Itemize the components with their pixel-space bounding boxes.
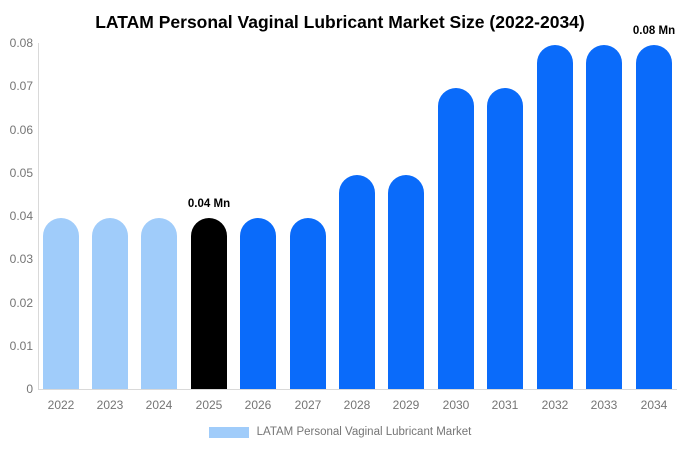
x-tick-label: 2034 bbox=[640, 398, 668, 412]
bar-2022[interactable] bbox=[43, 218, 79, 389]
legend-item[interactable]: LATAM Personal Vaginal Lubricant Market bbox=[0, 426, 680, 438]
x-tick-label: 2023 bbox=[96, 398, 124, 412]
legend-label: LATAM Personal Vaginal Lubricant Market bbox=[256, 426, 472, 438]
legend-swatch bbox=[208, 426, 249, 438]
y-tick-label: 0.01 bbox=[9, 338, 33, 353]
bar-2026[interactable] bbox=[240, 218, 276, 389]
bar-value-label: 0.04 Mn bbox=[187, 198, 231, 210]
bar-2027[interactable] bbox=[290, 218, 326, 389]
y-tick-label: 0.07 bbox=[9, 79, 33, 94]
y-tick-label: 0.05 bbox=[9, 165, 33, 180]
x-tick-label: 2030 bbox=[442, 398, 470, 412]
y-tick-label: 0.03 bbox=[9, 252, 33, 267]
bar-2033[interactable] bbox=[586, 45, 622, 389]
y-tick-label: 0 bbox=[26, 382, 33, 396]
bars-container: 0.04 Mn 0.08 Mn bbox=[39, 25, 677, 389]
chart-title: LATAM Personal Vaginal Lubricant Market … bbox=[95, 12, 585, 32]
x-tick-label: 2024 bbox=[145, 398, 173, 412]
bar-2024[interactable] bbox=[141, 218, 177, 389]
bar-2034[interactable] bbox=[636, 45, 672, 389]
bar-2031[interactable] bbox=[487, 88, 523, 389]
x-tick-label: 2027 bbox=[294, 398, 322, 412]
plot-area: 0.04 Mn 0.08 Mn bbox=[38, 25, 677, 390]
bar-2028[interactable] bbox=[339, 175, 375, 389]
x-tick-label: 2033 bbox=[590, 398, 618, 412]
y-tick-label: 0.06 bbox=[9, 122, 33, 137]
x-tick-label: 2022 bbox=[47, 398, 75, 412]
bar-value-label: 0.08 Mn bbox=[632, 25, 676, 37]
x-tick-label: 2026 bbox=[244, 398, 272, 412]
y-tick-label: 0.08 bbox=[9, 36, 33, 50]
bar-2025[interactable] bbox=[191, 218, 227, 389]
x-tick-label: 2025 bbox=[195, 398, 223, 412]
x-tick-label: 2032 bbox=[541, 398, 569, 412]
y-tick-label: 0.04 bbox=[9, 209, 33, 223]
bar-2032[interactable] bbox=[537, 45, 573, 389]
x-tick-label: 2029 bbox=[392, 398, 420, 412]
y-tick-label: 0.02 bbox=[9, 295, 33, 310]
bar-2023[interactable] bbox=[92, 218, 128, 389]
bar-2029[interactable] bbox=[388, 175, 424, 389]
bar-2030[interactable] bbox=[438, 88, 474, 389]
x-tick-label: 2031 bbox=[491, 398, 519, 412]
x-tick-label: 2028 bbox=[343, 398, 371, 412]
